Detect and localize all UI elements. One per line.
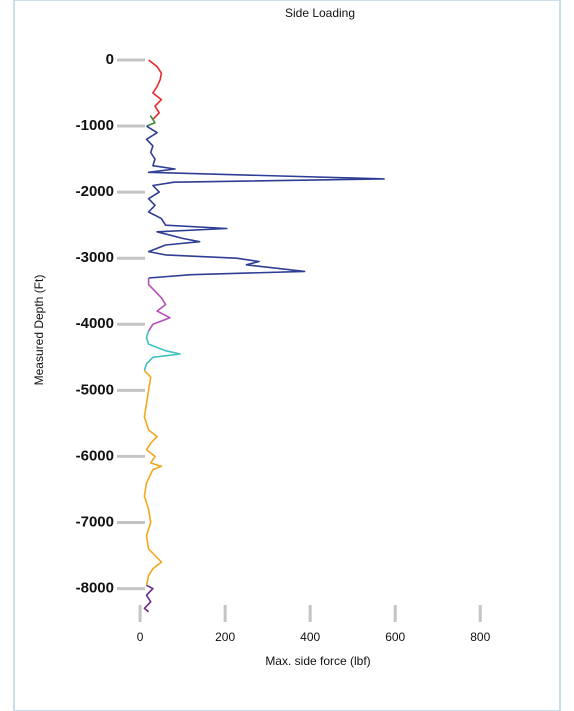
y-tick-label: 0 [106, 51, 114, 68]
y-tick-label: -4000 [76, 315, 114, 332]
y-tick-label: -3000 [76, 249, 114, 266]
depth-line [147, 278, 171, 332]
x-tick-label: 800 [470, 630, 490, 644]
y-tick-label: -5000 [76, 381, 114, 398]
depth-line [146, 115, 156, 127]
y-tick-label: -1000 [76, 117, 114, 134]
x-axis-label: Max. side force (lbf) [265, 654, 370, 668]
x-tick-label: 200 [215, 630, 235, 644]
chart-title: Side Loading [285, 6, 355, 20]
x-tick-label: 400 [300, 630, 320, 644]
depth-line [145, 125, 385, 279]
depth-line [143, 584, 154, 613]
depth-line [148, 59, 163, 120]
y-tick-label: -6000 [76, 447, 114, 464]
depth-line [143, 330, 181, 371]
plot-area [135, 58, 510, 615]
y-tick-label: -7000 [76, 513, 114, 530]
x-tick-label: 0 [137, 630, 144, 644]
depth-line [143, 369, 163, 586]
y-tick-label: -2000 [76, 183, 114, 200]
y-axis-label: Measured Depth (Ft) [32, 275, 46, 386]
y-tick-label: -8000 [76, 580, 114, 597]
x-tick-label: 600 [385, 630, 405, 644]
